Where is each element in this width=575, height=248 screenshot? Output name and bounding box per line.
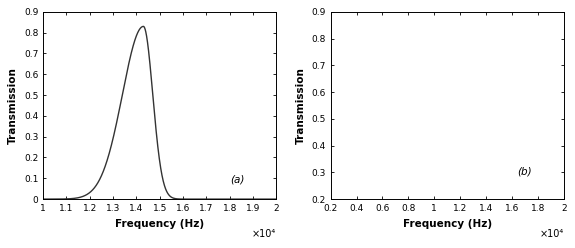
Text: ×10⁴: ×10⁴ — [252, 229, 277, 239]
Text: (a): (a) — [229, 174, 244, 184]
Y-axis label: Transmission: Transmission — [296, 67, 306, 144]
X-axis label: Frequency (Hz): Frequency (Hz) — [115, 218, 204, 228]
Text: (b): (b) — [517, 167, 532, 177]
Y-axis label: Transmission: Transmission — [8, 67, 18, 144]
X-axis label: Frequency (Hz): Frequency (Hz) — [402, 218, 492, 228]
Text: ×10⁴: ×10⁴ — [539, 229, 564, 239]
